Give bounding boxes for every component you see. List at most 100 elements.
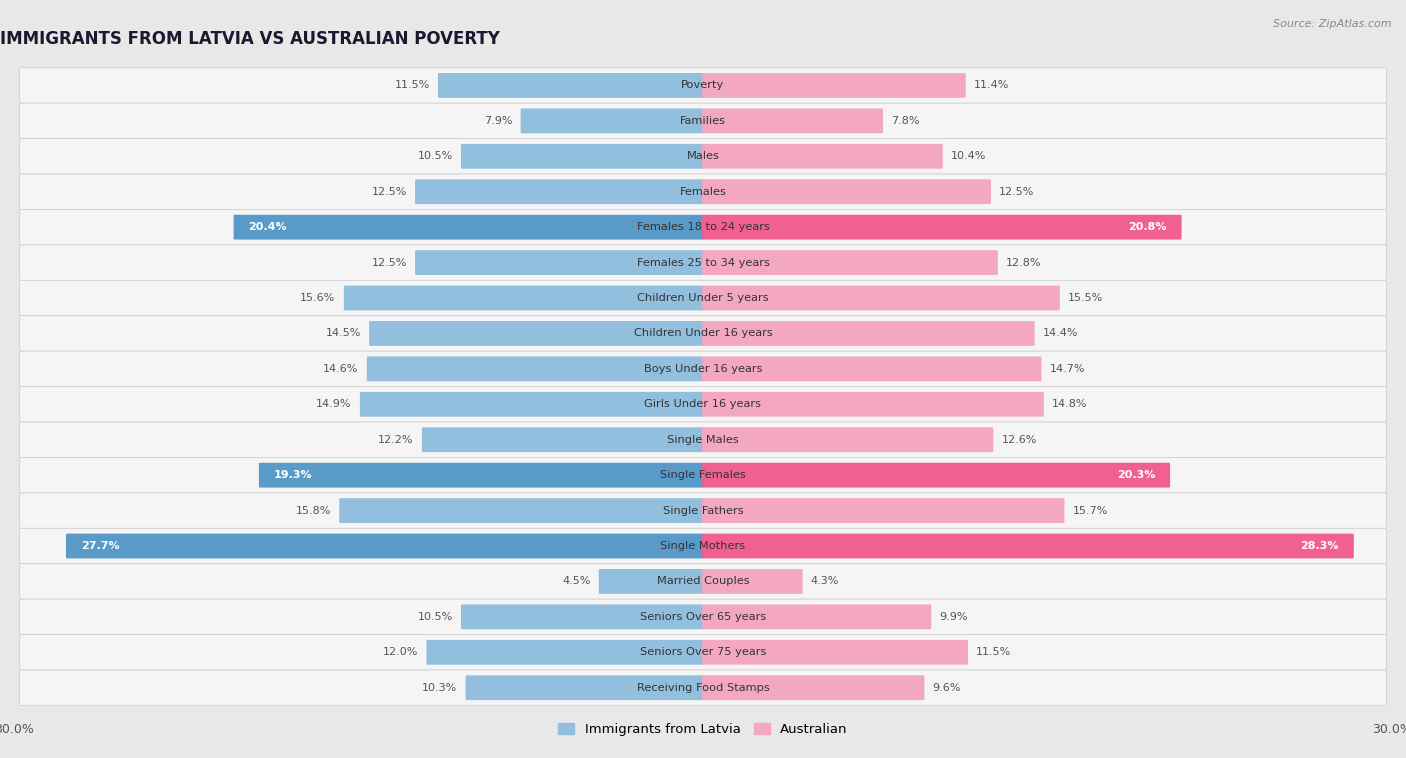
FancyBboxPatch shape [20,422,1386,457]
Text: 12.6%: 12.6% [1001,435,1036,445]
FancyBboxPatch shape [702,250,998,275]
Text: 4.5%: 4.5% [562,576,591,587]
Text: 14.4%: 14.4% [1043,328,1078,338]
FancyBboxPatch shape [702,108,883,133]
Text: 14.9%: 14.9% [316,399,352,409]
Text: 9.9%: 9.9% [939,612,969,622]
Text: 20.3%: 20.3% [1116,470,1156,480]
FancyBboxPatch shape [461,144,704,169]
FancyBboxPatch shape [20,209,1386,245]
Text: Seniors Over 65 years: Seniors Over 65 years [640,612,766,622]
FancyBboxPatch shape [20,528,1386,564]
FancyBboxPatch shape [702,144,943,169]
FancyBboxPatch shape [702,462,1170,487]
FancyBboxPatch shape [702,498,1064,523]
Text: Children Under 5 years: Children Under 5 years [637,293,769,303]
FancyBboxPatch shape [702,356,1042,381]
Legend: Immigrants from Latvia, Australian: Immigrants from Latvia, Australian [553,718,853,742]
Text: 10.5%: 10.5% [418,152,453,161]
FancyBboxPatch shape [415,180,704,204]
Text: 12.8%: 12.8% [1007,258,1042,268]
Text: 7.9%: 7.9% [484,116,512,126]
FancyBboxPatch shape [702,604,931,629]
Text: Source: ZipAtlas.com: Source: ZipAtlas.com [1274,19,1392,29]
Text: Single Males: Single Males [666,435,740,445]
Text: 11.4%: 11.4% [974,80,1010,90]
FancyBboxPatch shape [20,564,1386,599]
Text: 15.5%: 15.5% [1069,293,1104,303]
FancyBboxPatch shape [360,392,704,417]
Text: 15.6%: 15.6% [301,293,336,303]
Text: Single Females: Single Females [661,470,745,480]
Text: Children Under 16 years: Children Under 16 years [634,328,772,338]
Text: Single Fathers: Single Fathers [662,506,744,515]
FancyBboxPatch shape [370,321,704,346]
FancyBboxPatch shape [20,245,1386,280]
FancyBboxPatch shape [20,493,1386,528]
Text: Poverty: Poverty [682,80,724,90]
FancyBboxPatch shape [20,351,1386,387]
Text: 15.8%: 15.8% [295,506,330,515]
FancyBboxPatch shape [339,498,704,523]
FancyBboxPatch shape [702,215,1181,240]
Text: 12.5%: 12.5% [371,186,406,197]
Text: Females 25 to 34 years: Females 25 to 34 years [637,258,769,268]
Text: Females 18 to 24 years: Females 18 to 24 years [637,222,769,232]
Text: 4.3%: 4.3% [811,576,839,587]
FancyBboxPatch shape [426,640,704,665]
FancyBboxPatch shape [520,108,704,133]
FancyBboxPatch shape [20,174,1386,209]
FancyBboxPatch shape [20,670,1386,706]
Text: IMMIGRANTS FROM LATVIA VS AUSTRALIAN POVERTY: IMMIGRANTS FROM LATVIA VS AUSTRALIAN POV… [0,30,501,48]
Text: 20.8%: 20.8% [1129,222,1167,232]
Text: 20.4%: 20.4% [249,222,287,232]
Text: 14.7%: 14.7% [1050,364,1085,374]
FancyBboxPatch shape [20,280,1386,316]
FancyBboxPatch shape [20,67,1386,103]
Text: 9.6%: 9.6% [932,683,962,693]
Text: Seniors Over 75 years: Seniors Over 75 years [640,647,766,657]
FancyBboxPatch shape [702,428,993,452]
Text: 11.5%: 11.5% [395,80,430,90]
FancyBboxPatch shape [702,640,967,665]
Text: 14.6%: 14.6% [323,364,359,374]
FancyBboxPatch shape [20,634,1386,670]
FancyBboxPatch shape [702,569,803,594]
FancyBboxPatch shape [702,73,966,98]
Text: 11.5%: 11.5% [976,647,1011,657]
Text: 12.2%: 12.2% [378,435,413,445]
FancyBboxPatch shape [20,103,1386,139]
Text: 10.4%: 10.4% [950,152,987,161]
Text: Boys Under 16 years: Boys Under 16 years [644,364,762,374]
FancyBboxPatch shape [702,534,1354,559]
Text: 27.7%: 27.7% [80,541,120,551]
FancyBboxPatch shape [344,286,704,311]
Text: Females: Females [679,186,727,197]
FancyBboxPatch shape [20,316,1386,351]
Text: 7.8%: 7.8% [891,116,920,126]
FancyBboxPatch shape [439,73,704,98]
Text: 10.3%: 10.3% [422,683,457,693]
FancyBboxPatch shape [422,428,704,452]
FancyBboxPatch shape [599,569,704,594]
Text: 12.5%: 12.5% [371,258,406,268]
Text: 19.3%: 19.3% [274,470,312,480]
FancyBboxPatch shape [702,675,924,700]
FancyBboxPatch shape [20,387,1386,422]
FancyBboxPatch shape [702,286,1060,311]
Text: Families: Families [681,116,725,126]
FancyBboxPatch shape [465,675,704,700]
FancyBboxPatch shape [233,215,704,240]
Text: 15.7%: 15.7% [1073,506,1108,515]
FancyBboxPatch shape [461,604,704,629]
Text: 28.3%: 28.3% [1301,541,1339,551]
Text: 12.5%: 12.5% [1000,186,1035,197]
Text: 14.5%: 14.5% [325,328,361,338]
FancyBboxPatch shape [702,180,991,204]
Text: 10.5%: 10.5% [418,612,453,622]
Text: Married Couples: Married Couples [657,576,749,587]
Text: Girls Under 16 years: Girls Under 16 years [644,399,762,409]
Text: 12.0%: 12.0% [382,647,418,657]
FancyBboxPatch shape [20,457,1386,493]
FancyBboxPatch shape [367,356,704,381]
